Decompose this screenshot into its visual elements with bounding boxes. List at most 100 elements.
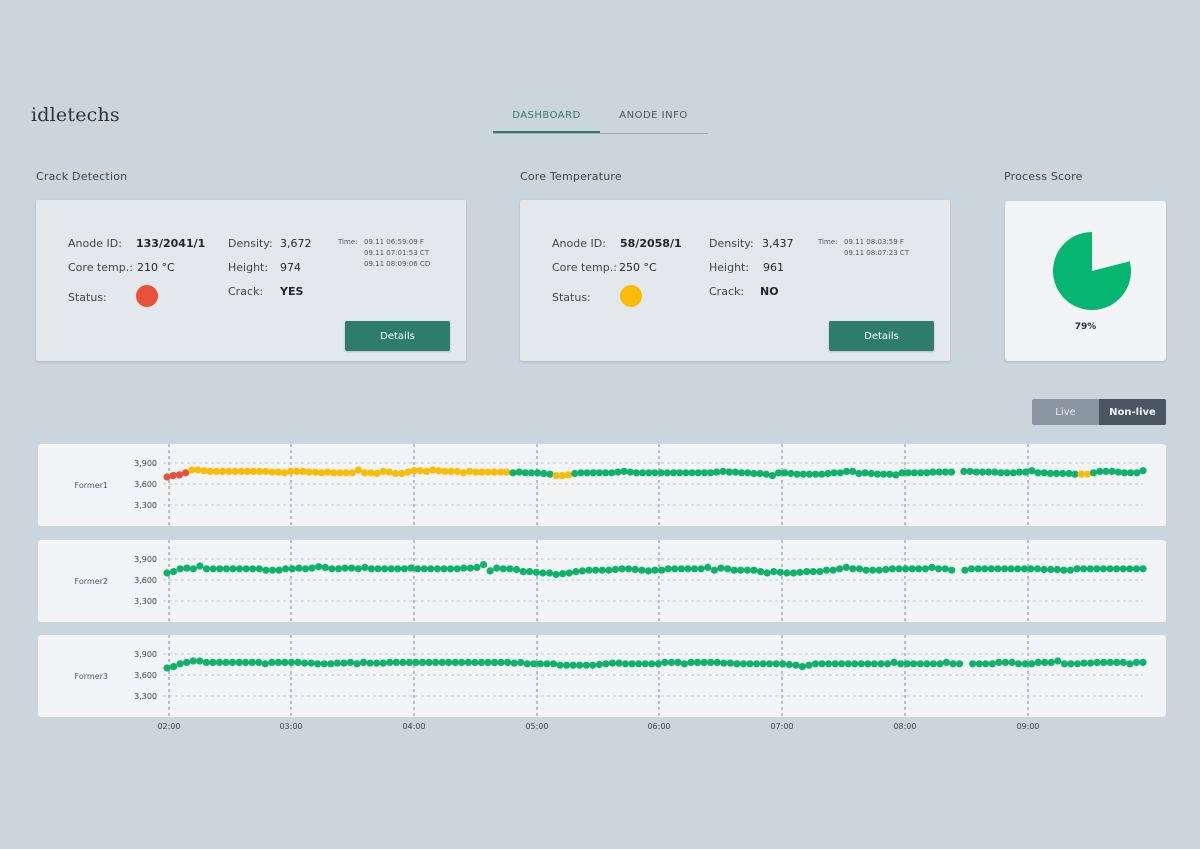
data-point	[237, 467, 245, 475]
data-point	[892, 471, 900, 479]
data-point	[929, 468, 937, 476]
data-point	[921, 565, 929, 573]
data-point	[1133, 469, 1141, 477]
tab-anode-info[interactable]: ANODE INFO	[619, 110, 688, 121]
data-point	[661, 658, 669, 667]
data-point	[386, 658, 394, 667]
data-point	[663, 469, 671, 477]
data-point	[1077, 470, 1085, 478]
crack-value: YES	[280, 285, 304, 298]
data-point	[231, 467, 239, 475]
data-point	[324, 468, 332, 476]
data-point	[904, 469, 912, 477]
data-point	[682, 469, 690, 477]
data-point	[1113, 658, 1121, 667]
data-point	[947, 468, 956, 476]
data-point	[317, 469, 326, 477]
x-tick-label: 02:00	[157, 722, 180, 731]
data-point	[849, 467, 857, 475]
data-point	[831, 660, 839, 668]
data-point	[625, 565, 633, 573]
data-point	[779, 660, 787, 668]
data-point	[486, 567, 494, 575]
time-label: Time:	[338, 238, 358, 246]
data-point	[333, 659, 341, 667]
data-point	[744, 469, 752, 477]
y-tick-label: 3,900	[134, 650, 157, 659]
tab-dashboard[interactable]: DASHBOARD	[493, 106, 600, 133]
time-label: Time:	[818, 238, 838, 246]
former3-strip	[38, 635, 1166, 717]
data-point	[222, 565, 230, 573]
data-point	[176, 565, 184, 573]
non-live-button[interactable]: Non-live	[1099, 399, 1166, 425]
data-point	[995, 658, 1003, 667]
crack-label: Crack:	[228, 285, 264, 298]
data-point	[877, 660, 885, 668]
data-point	[737, 566, 745, 574]
data-point	[515, 468, 523, 476]
data-point	[608, 659, 617, 667]
data-point	[903, 660, 911, 668]
data-point	[783, 569, 791, 577]
data-point	[361, 469, 369, 477]
data-point	[829, 566, 837, 574]
density-value: 3,437	[762, 237, 794, 250]
data-point	[838, 660, 846, 668]
data-point	[674, 658, 682, 667]
data-point	[781, 469, 789, 477]
data-point	[752, 660, 761, 668]
data-point	[1073, 565, 1081, 573]
data-point	[605, 566, 613, 574]
data-point	[255, 658, 263, 667]
data-point	[420, 565, 428, 573]
data-point	[809, 568, 817, 576]
data-point	[447, 467, 455, 475]
series-label: Former2	[75, 577, 108, 586]
data-point	[1047, 658, 1055, 667]
data-point	[558, 472, 566, 480]
time-entry: 09.11 08:03:59 F	[844, 238, 904, 246]
data-point	[694, 469, 702, 477]
data-point	[776, 568, 784, 576]
data-point	[595, 660, 603, 669]
data-point	[768, 472, 776, 480]
data-point	[394, 565, 402, 573]
data-point	[901, 565, 910, 573]
data-point	[770, 568, 778, 576]
data-point	[697, 565, 705, 573]
data-point	[1053, 565, 1061, 574]
data-point	[978, 468, 986, 476]
data-point	[898, 469, 906, 477]
data-point	[569, 661, 577, 669]
data-point	[1054, 657, 1062, 665]
data-point	[458, 658, 466, 667]
data-point	[1060, 660, 1068, 668]
data-point	[202, 658, 210, 667]
crack-details-button[interactable]: Details	[345, 321, 450, 351]
core-details-button[interactable]: Details	[829, 321, 934, 351]
data-point	[286, 467, 295, 475]
data-point	[212, 467, 221, 475]
data-point	[506, 565, 514, 573]
process-score-title: Process Score	[1004, 170, 1083, 183]
data-point	[242, 565, 250, 573]
data-point	[189, 657, 197, 665]
data-point	[725, 468, 733, 476]
data-point	[1108, 467, 1116, 475]
data-point	[707, 658, 715, 667]
data-point	[576, 661, 584, 669]
data-point	[532, 568, 540, 576]
data-point	[1034, 469, 1042, 477]
data-point	[934, 565, 943, 573]
data-point	[664, 565, 672, 573]
data-point	[1047, 565, 1055, 574]
data-point	[750, 566, 758, 574]
data-point	[941, 468, 949, 476]
x-tick-label: 06:00	[647, 722, 670, 731]
data-point	[628, 660, 636, 668]
live-button[interactable]: Live	[1032, 399, 1099, 425]
data-point	[300, 659, 309, 667]
data-point	[564, 471, 573, 479]
data-point	[530, 660, 538, 668]
